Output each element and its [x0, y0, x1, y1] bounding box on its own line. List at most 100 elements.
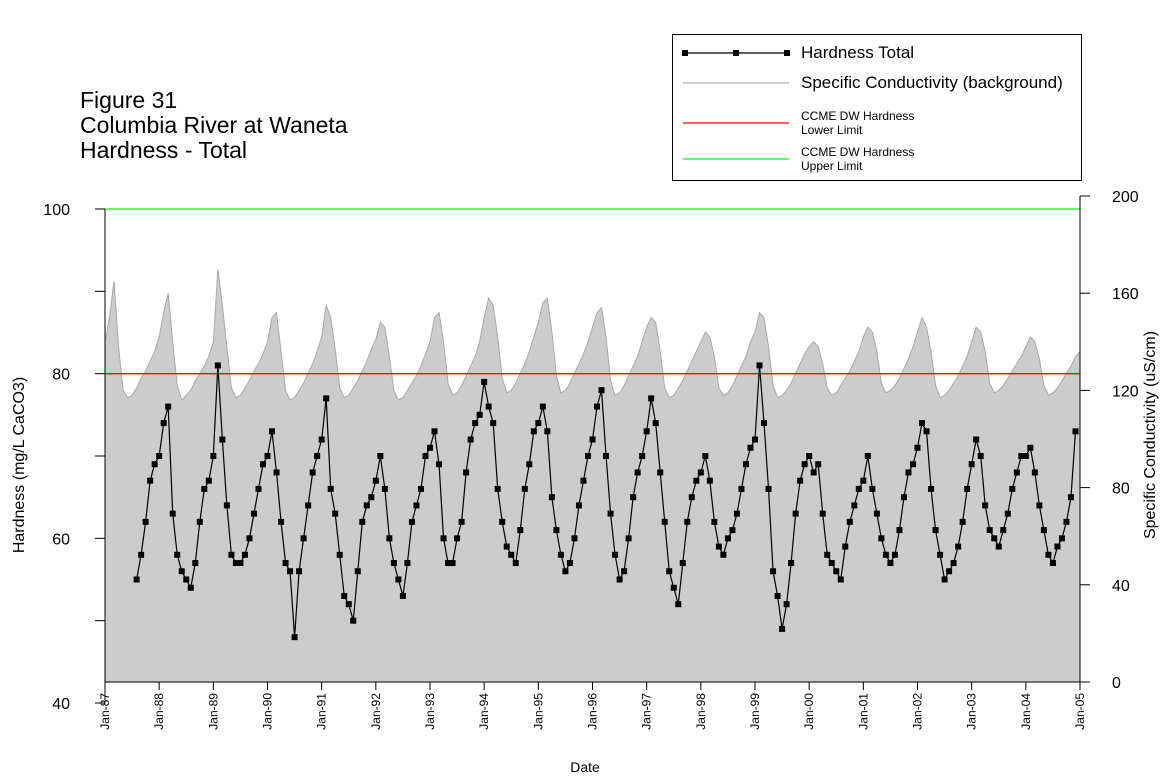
hardness-marker — [232, 560, 239, 567]
hardness-marker — [318, 436, 325, 443]
hardness-marker — [535, 420, 542, 427]
hardness-marker — [1036, 502, 1043, 509]
hardness-marker — [156, 453, 163, 459]
hardness-marker — [332, 510, 339, 517]
hardness-marker — [386, 535, 393, 542]
hardness-marker — [422, 453, 429, 459]
hardness-marker — [900, 494, 907, 501]
hardness-marker — [291, 634, 298, 641]
legend-label: Specific Conductivity (background) — [801, 73, 1063, 92]
hardness-marker — [580, 477, 587, 484]
hardness-marker — [327, 485, 334, 492]
y-tick-label: 60 — [52, 531, 70, 548]
hardness-marker — [697, 469, 704, 476]
hardness-marker — [964, 485, 971, 492]
hardness-marker — [417, 485, 424, 492]
hardness-marker — [621, 568, 628, 575]
hardness-marker — [855, 485, 862, 492]
hardness-marker — [815, 461, 822, 468]
x-tick-label: Jan-88 — [152, 693, 166, 730]
hardness-marker — [142, 518, 149, 525]
x-tick-label: Jan-87 — [98, 693, 112, 730]
hardness-marker — [345, 601, 352, 608]
hardness-marker — [517, 527, 524, 534]
y2-tick-label: 160 — [1112, 286, 1139, 303]
hardness-marker — [887, 560, 894, 567]
hardness-marker — [548, 494, 555, 501]
hardness-marker — [169, 510, 176, 517]
hardness-marker — [201, 485, 208, 492]
hardness-marker — [359, 518, 366, 525]
hardness-marker — [350, 617, 357, 624]
hardness-marker — [390, 560, 397, 567]
hardness-marker — [824, 551, 831, 558]
hardness-marker — [476, 411, 483, 418]
hardness-marker — [702, 453, 709, 459]
hardness-marker — [806, 453, 813, 459]
chart-title: Columbia River at Waneta — [80, 112, 348, 138]
legend-label: CCME DW Hardness Upper Limit — [801, 145, 915, 173]
hardness-marker — [571, 535, 578, 542]
hardness-marker — [553, 527, 560, 534]
hardness-marker — [557, 551, 564, 558]
hardness-marker — [864, 453, 871, 459]
x-tick-label: Jan-02 — [911, 693, 925, 730]
hardness-marker — [891, 551, 898, 558]
y2-tick-label: 40 — [1112, 578, 1130, 595]
hardness-marker — [205, 477, 212, 484]
hardness-marker — [675, 601, 682, 608]
hardness-marker — [512, 560, 519, 567]
hardness-marker — [336, 551, 343, 558]
hardness-marker — [801, 461, 808, 468]
x-tick-label: Jan-91 — [315, 693, 329, 730]
hardness-marker — [309, 469, 316, 476]
hardness-marker — [634, 469, 641, 476]
hardness-marker — [305, 502, 312, 509]
hardness-marker — [747, 444, 754, 451]
hardness-marker — [882, 551, 889, 558]
hardness-marker — [711, 518, 718, 525]
hardness-marker — [494, 485, 501, 492]
hardness-marker — [693, 477, 700, 484]
x-tick-label: Jan-97 — [640, 693, 654, 730]
hardness-marker — [715, 543, 722, 550]
hardness-marker — [449, 560, 456, 567]
x-axis-title: Date — [570, 759, 600, 775]
legend-swatch — [683, 122, 789, 124]
hardness-marker — [625, 535, 632, 542]
hardness-marker — [282, 560, 289, 567]
hardness-marker — [463, 469, 470, 476]
hardness-marker — [214, 362, 221, 369]
hardness-marker — [273, 469, 280, 476]
y2-tick-label: 80 — [1112, 481, 1130, 498]
hardness-marker — [661, 518, 668, 525]
hardness-marker — [1013, 469, 1020, 476]
y-axis-title: Hardness (mg/L CaCO3) — [11, 377, 28, 553]
hardness-marker — [399, 592, 406, 599]
x-tick-label: Jan-94 — [477, 693, 491, 730]
x-tick-label: Jan-95 — [531, 693, 545, 730]
hardness-marker — [657, 469, 664, 476]
hardness-marker — [368, 494, 375, 501]
hardness-marker — [955, 543, 962, 550]
y2-tick-label: 200 — [1112, 189, 1139, 206]
conductivity-area — [104, 268, 1081, 683]
legend-marker — [784, 50, 790, 56]
hardness-marker — [269, 428, 276, 435]
hardness-marker — [846, 518, 853, 525]
hardness-marker — [1054, 543, 1061, 550]
legend-swatch — [683, 158, 789, 160]
x-tick-label: Jan-89 — [206, 693, 220, 730]
hardness-marker — [679, 560, 686, 567]
hardness-marker — [133, 576, 140, 583]
hardness-marker — [408, 518, 415, 525]
hardness-marker — [950, 560, 957, 567]
hardness-marker — [819, 510, 826, 517]
hardness-marker — [896, 527, 903, 534]
hardness-marker — [445, 560, 452, 567]
hardness-marker — [521, 485, 528, 492]
hardness-marker — [264, 453, 271, 459]
x-tick-label: Jan-90 — [261, 693, 275, 730]
